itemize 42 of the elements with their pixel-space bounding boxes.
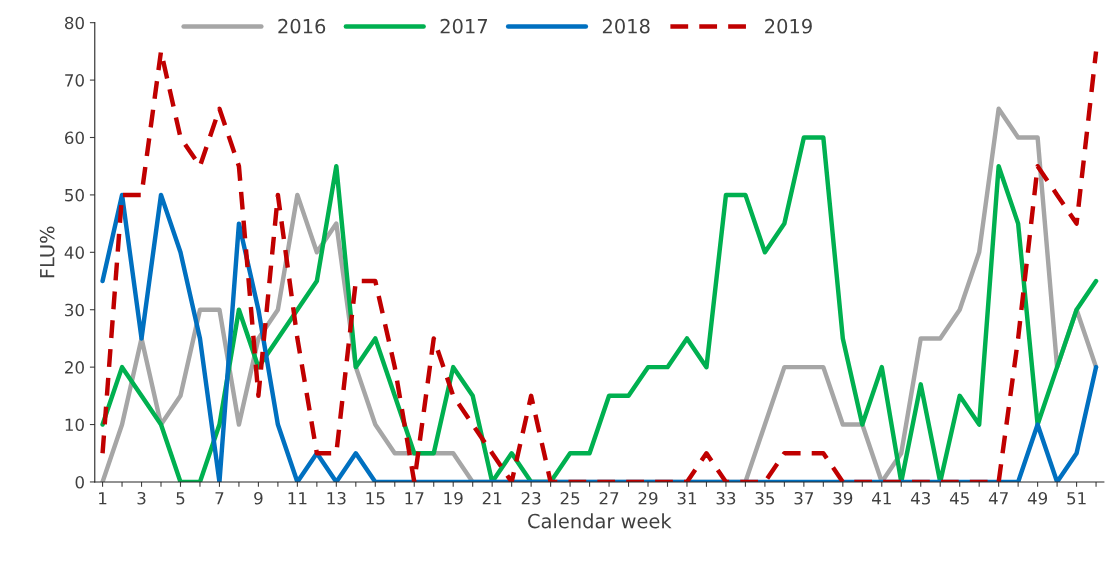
y-tick-label: 80 — [64, 16, 84, 30]
x-tick-label: 25 — [560, 491, 580, 505]
x-tick-label: 41 — [871, 492, 891, 505]
x-tick-label: 37 — [794, 491, 814, 505]
legend-label: 2017 — [440, 18, 488, 34]
x-tick-label: 39 — [833, 491, 853, 505]
x-tick-label: 3 — [137, 491, 146, 505]
y-tick-label: 50 — [65, 188, 84, 202]
x-tick-label: 33 — [716, 491, 736, 505]
x-tick-label: 45 — [949, 492, 969, 505]
y-axis-title: FLU% — [39, 226, 55, 278]
x-tick-label: 5 — [176, 492, 185, 505]
x-tick-label: 31 — [677, 491, 697, 505]
legend-label: 2019 — [765, 18, 812, 34]
x-tick-label: 43 — [910, 491, 930, 505]
x-tick-label: 35 — [755, 491, 775, 505]
y-tick-label: 60 — [65, 131, 84, 145]
x-tick-label: 17 — [405, 492, 424, 505]
legend-label: 2018 — [602, 18, 650, 34]
x-tick-label: 49 — [1027, 491, 1048, 505]
x-tick-label: 7 — [215, 492, 224, 505]
line-series — [100, 192, 1099, 482]
x-tick-label: 27 — [599, 491, 619, 505]
x-tick-label: 21 — [482, 491, 502, 505]
legend-label: 2016 — [278, 18, 326, 34]
y-tick-label: 70 — [65, 74, 84, 87]
x-tick-label: 11 — [288, 492, 307, 505]
x-tick-label: 1 — [99, 492, 107, 505]
y-tick-label: 30 — [65, 303, 84, 317]
x-tick-label: 9 — [254, 491, 263, 505]
x-tick-label: 29 — [638, 491, 658, 505]
y-tick-label: 0 — [75, 475, 84, 489]
x-tick-label: 13 — [327, 491, 346, 505]
y-tick-label: 20 — [65, 361, 84, 374]
y-tick-label: 40 — [64, 246, 84, 259]
x-tick-label: 47 — [988, 492, 1008, 505]
x-tick-label: 23 — [521, 491, 541, 505]
x-tick-label: 15 — [366, 492, 385, 505]
x-tick-label: 51 — [1067, 492, 1086, 505]
y-tick-label: 10 — [65, 418, 84, 432]
x-axis-title: Calendar week — [528, 513, 672, 529]
x-tick-label: 19 — [444, 491, 463, 505]
